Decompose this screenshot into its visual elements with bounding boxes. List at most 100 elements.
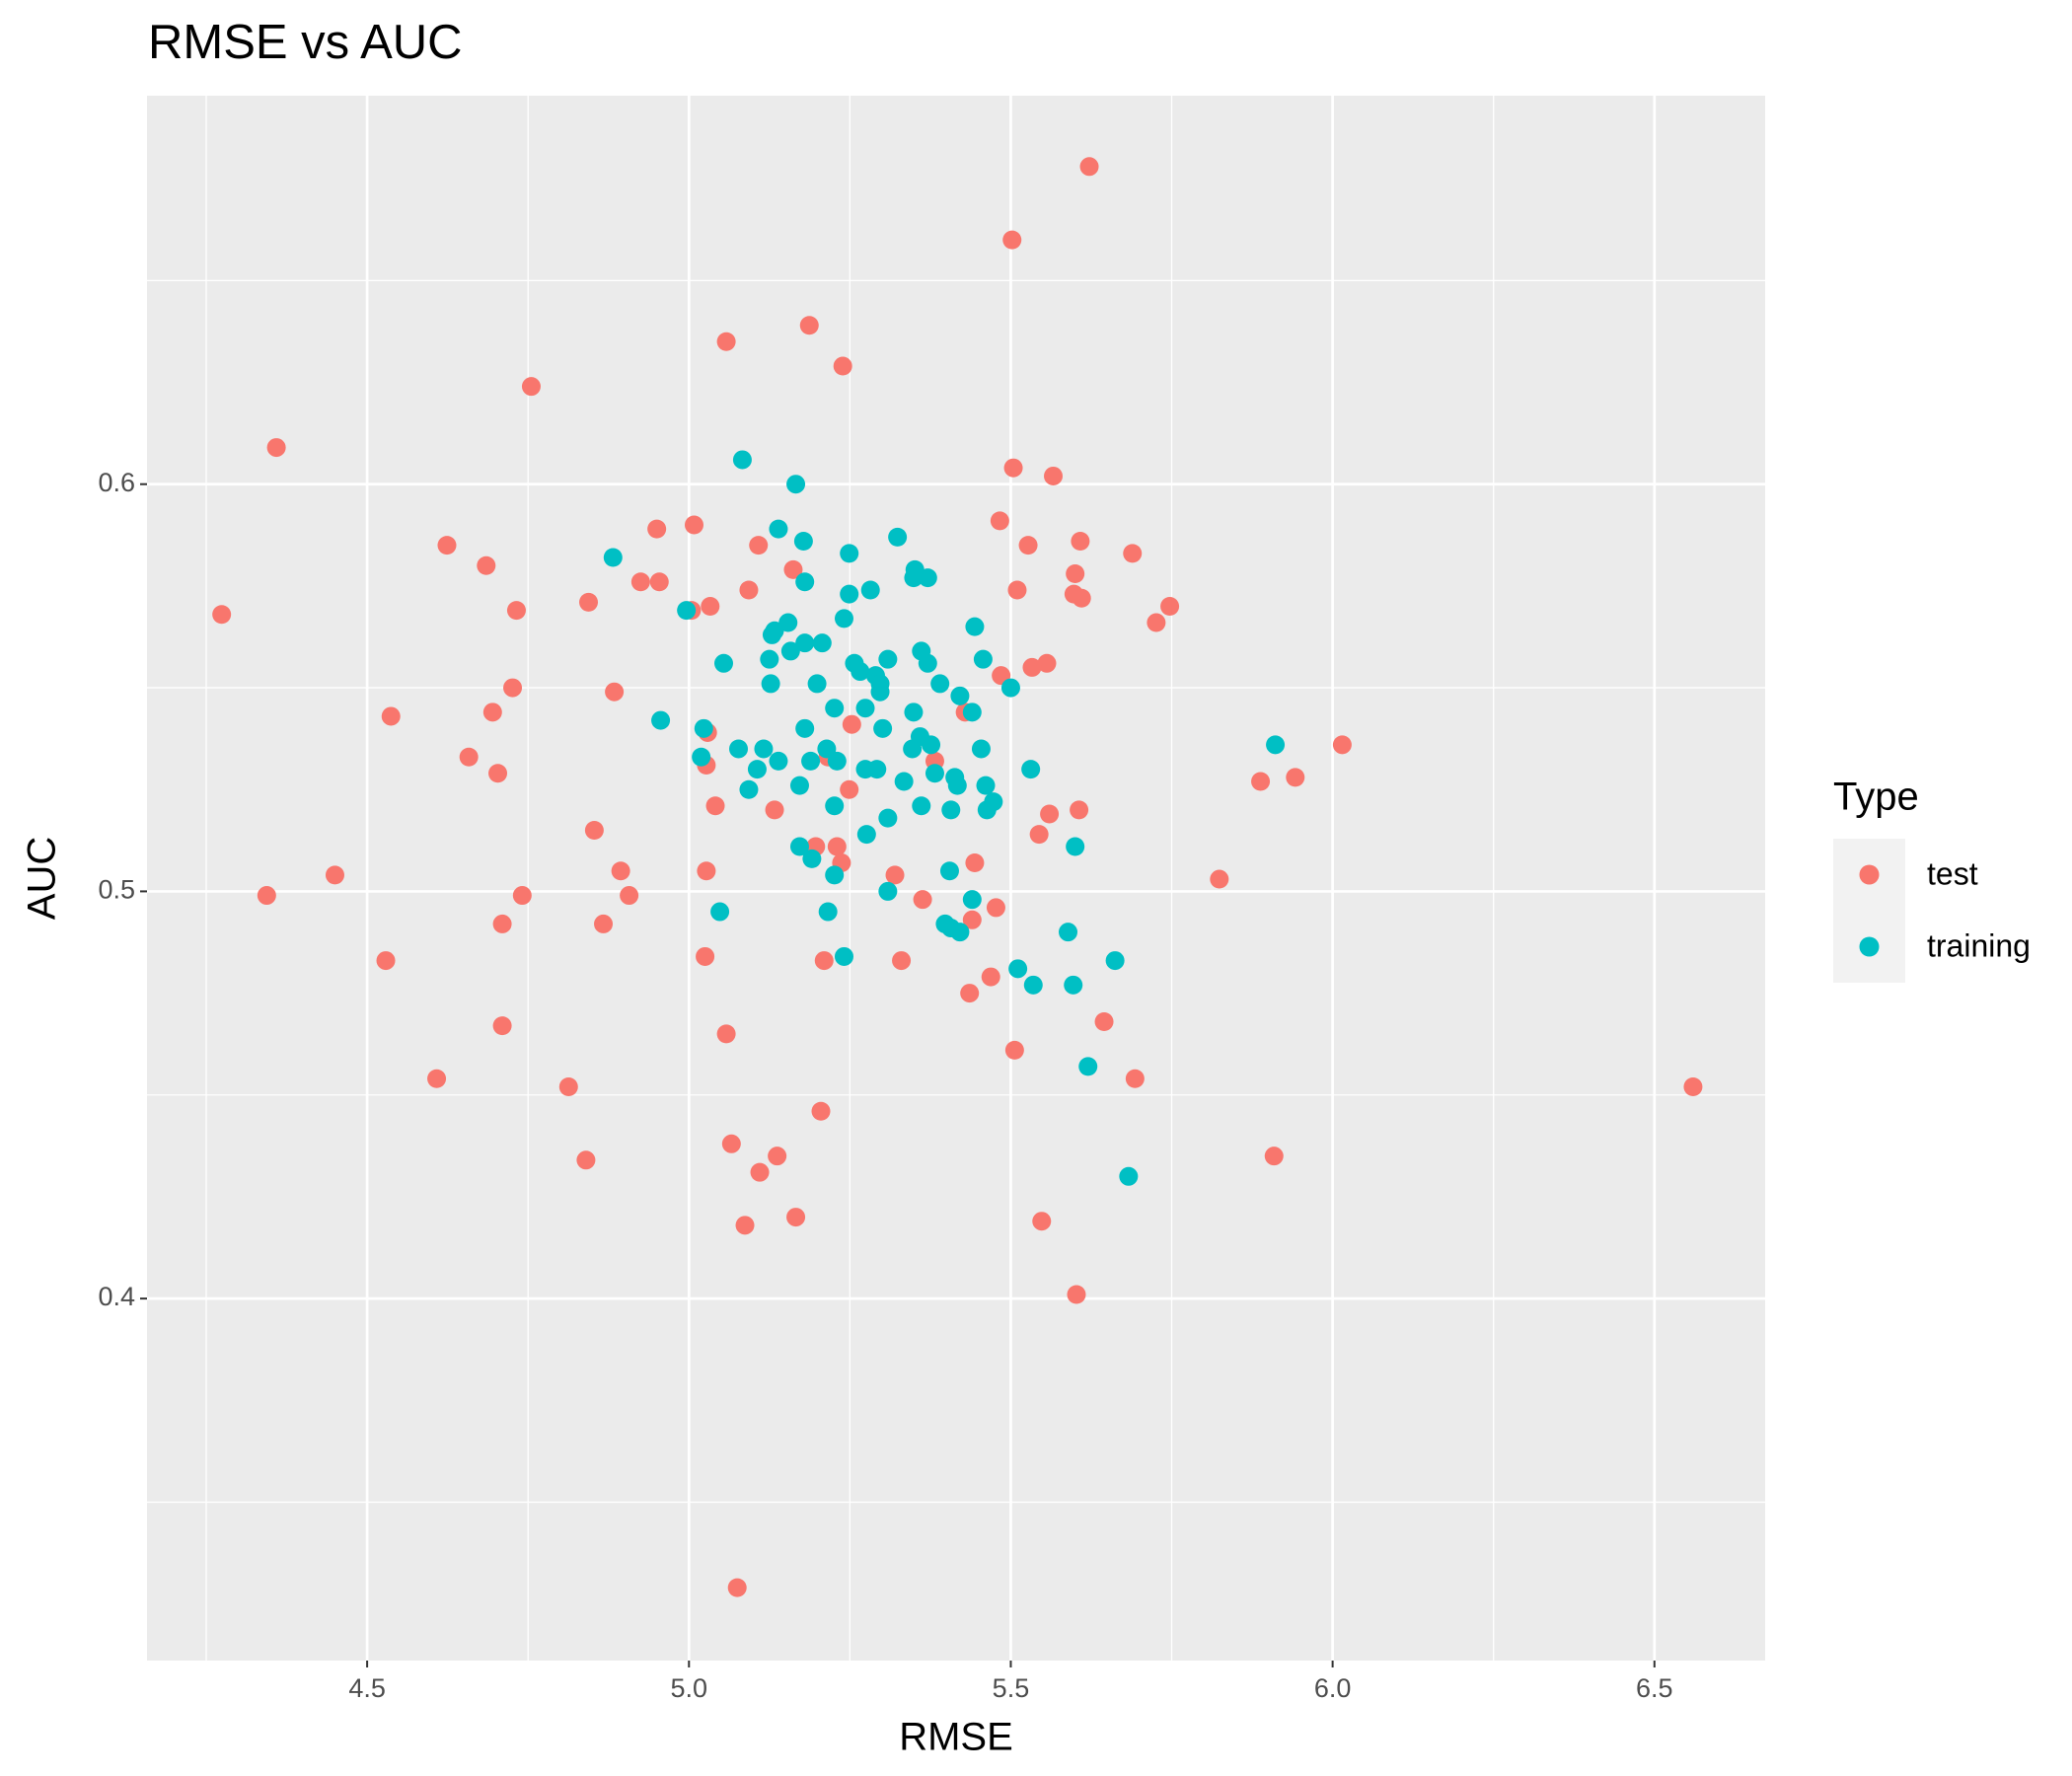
point	[913, 890, 932, 910]
point	[840, 544, 859, 563]
point	[714, 653, 734, 673]
point	[769, 751, 788, 771]
point	[1332, 735, 1352, 755]
point	[1094, 1011, 1114, 1031]
point	[801, 751, 821, 771]
point	[381, 706, 401, 726]
point	[649, 572, 669, 592]
point	[694, 718, 713, 738]
x-tick-label: 4.5	[348, 1673, 386, 1703]
point	[827, 751, 847, 771]
point	[761, 674, 780, 694]
point	[778, 613, 798, 632]
point	[684, 515, 703, 535]
point	[1147, 613, 1166, 632]
point	[605, 682, 625, 702]
point	[701, 597, 720, 617]
point	[855, 699, 875, 718]
point	[825, 865, 845, 885]
point	[856, 825, 876, 845]
point	[620, 886, 639, 906]
point	[780, 641, 800, 661]
point	[878, 881, 898, 901]
point	[697, 861, 716, 881]
point	[867, 760, 887, 779]
point	[912, 796, 931, 816]
point	[873, 718, 893, 738]
point	[630, 572, 650, 592]
point	[825, 699, 845, 718]
y-axis-title: AUC	[21, 837, 64, 920]
point	[789, 837, 809, 856]
point	[735, 1216, 755, 1235]
point	[1119, 1166, 1139, 1186]
point	[1037, 653, 1057, 673]
point	[965, 853, 985, 873]
point	[1044, 466, 1064, 485]
point	[769, 519, 788, 539]
point	[729, 739, 749, 759]
point	[795, 718, 815, 738]
point	[716, 332, 736, 351]
point	[814, 951, 834, 971]
point	[732, 450, 752, 470]
point	[647, 519, 667, 539]
point	[840, 779, 859, 799]
point	[576, 1150, 596, 1170]
point	[947, 776, 967, 795]
point	[789, 776, 809, 795]
point	[941, 800, 961, 820]
point	[1000, 678, 1020, 698]
point	[721, 1134, 741, 1153]
point	[584, 821, 604, 841]
point	[950, 686, 970, 705]
x-tick-label: 6.5	[1636, 1673, 1673, 1703]
point	[1251, 772, 1271, 791]
point	[962, 703, 982, 722]
point	[325, 865, 344, 885]
point	[976, 776, 996, 795]
point	[739, 779, 759, 799]
point	[747, 760, 767, 779]
y-tick-label: 0.5	[98, 875, 135, 905]
legend-symbol	[1859, 864, 1880, 885]
point	[716, 1024, 736, 1044]
point	[1072, 588, 1091, 608]
legend-symbol	[1859, 936, 1880, 957]
point	[558, 1077, 578, 1097]
point	[925, 764, 944, 783]
point	[1066, 837, 1085, 856]
point	[1264, 1147, 1284, 1166]
point	[603, 548, 623, 567]
point	[459, 747, 479, 767]
point	[904, 568, 924, 588]
point	[696, 946, 715, 966]
point	[1067, 1285, 1086, 1304]
point	[834, 609, 853, 629]
point	[1004, 1040, 1024, 1060]
point	[903, 739, 923, 759]
point	[1064, 975, 1083, 995]
y-tick-label: 0.4	[98, 1282, 135, 1311]
point	[1022, 657, 1042, 677]
point	[677, 601, 697, 621]
legend-label: training	[1927, 927, 2031, 963]
legend-title: Type	[1833, 776, 1919, 819]
point	[990, 511, 1009, 531]
point	[1123, 544, 1143, 563]
point	[760, 649, 779, 669]
point	[904, 703, 924, 722]
point	[811, 1101, 831, 1121]
point	[842, 714, 861, 734]
point	[257, 886, 276, 906]
x-tick-label: 5.5	[993, 1673, 1030, 1703]
point	[894, 772, 914, 791]
point	[710, 902, 730, 922]
point	[266, 438, 286, 458]
point	[827, 837, 847, 856]
point	[376, 951, 396, 971]
point	[986, 898, 1005, 918]
point	[888, 527, 908, 547]
